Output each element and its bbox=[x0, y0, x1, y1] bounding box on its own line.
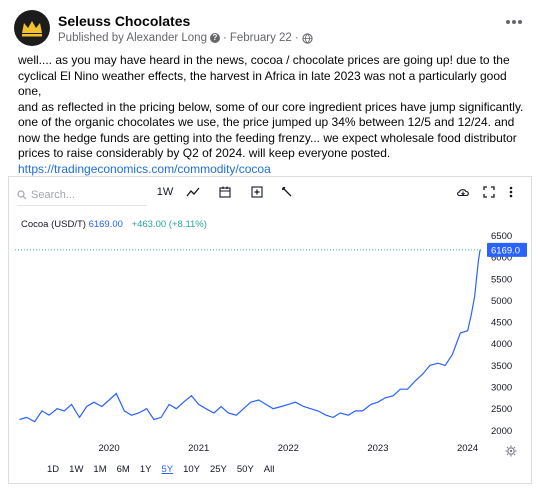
post-text-line: and as reflected in the pricing below, s… bbox=[18, 99, 524, 114]
fullscreen-icon bbox=[483, 186, 495, 198]
y-tick-label: 3000 bbox=[491, 383, 512, 394]
y-tick-label: 5500 bbox=[491, 274, 512, 285]
post-text-line: one of the organic chocolates we use, th… bbox=[18, 115, 515, 129]
post-header: Seleuss Chocolates Published by Alexande… bbox=[14, 10, 526, 50]
search-placeholder: Search... bbox=[31, 189, 76, 201]
range-button-50y[interactable]: 50Y bbox=[236, 464, 254, 475]
crown-logo-icon bbox=[22, 21, 42, 37]
range-button-1y[interactable]: 1Y bbox=[139, 464, 152, 475]
legend-change: +463.00 (+8.11%) bbox=[131, 219, 207, 230]
x-tick-label: 2020 bbox=[99, 443, 120, 454]
x-tick-label: 2021 bbox=[188, 443, 209, 454]
wrench-icon bbox=[282, 186, 292, 197]
cloud-download-icon bbox=[457, 189, 469, 197]
post-date[interactable]: February 22 bbox=[229, 32, 292, 44]
range-button-5y[interactable]: 5Y bbox=[161, 464, 174, 475]
y-tick-label: 4000 bbox=[491, 339, 512, 350]
range-button-6m[interactable]: 6M bbox=[116, 464, 130, 475]
search-icon bbox=[17, 190, 27, 200]
post-text-line: well.... as you may have heard in the ne… bbox=[18, 53, 510, 67]
x-tick-label: 2022 bbox=[278, 443, 299, 454]
y-tick-label: 6000 bbox=[491, 253, 512, 264]
range-button-1w[interactable]: 1W bbox=[69, 464, 84, 475]
date-range-button[interactable] bbox=[217, 186, 233, 202]
globe-icon bbox=[302, 32, 313, 44]
post-text-line: now the hedge funds are getting into the… bbox=[18, 130, 517, 145]
y-tick-label: 3500 bbox=[491, 361, 512, 372]
published-by[interactable]: Published by Alexander Long bbox=[58, 32, 207, 44]
info-icon[interactable]: ? bbox=[209, 33, 220, 43]
y-tick-label: 2500 bbox=[491, 404, 512, 415]
compare-button[interactable] bbox=[249, 186, 265, 202]
post-text-line: cyclical El Nino weather effects, the ha… bbox=[18, 68, 507, 99]
last-price-badge bbox=[487, 242, 527, 257]
price-chart[interactable]: 2000 2500 3000 3500 4000 4500 5000 5500 6000 6500… bbox=[9, 211, 531, 461]
y-tick-label: 5000 bbox=[491, 296, 512, 307]
last-price-label: 6169.0 bbox=[491, 245, 520, 256]
post-text-line: prices to raise considerably by Q2 of 20… bbox=[18, 146, 391, 160]
interval-button[interactable]: 1W bbox=[156, 186, 174, 198]
separator: · bbox=[294, 32, 299, 44]
download-button[interactable] bbox=[455, 186, 471, 202]
ellipsis-icon bbox=[506, 20, 522, 24]
range-selector: 1D 1W 1M 6M 1Y 5Y 10Y 25Y 50Y All bbox=[47, 464, 284, 478]
line-chart-icon bbox=[186, 187, 200, 197]
gear-icon[interactable] bbox=[505, 445, 517, 457]
legend-symbol: Cocoa (USD/T) bbox=[21, 219, 86, 230]
range-button-10y[interactable]: 10Y bbox=[183, 464, 200, 475]
x-tick-label: 2024 bbox=[457, 443, 478, 454]
symbol-search[interactable]: Search... bbox=[17, 185, 147, 206]
separator: · bbox=[222, 32, 227, 44]
post-link[interactable]: https://tradingeconomics.com/commodity/c… bbox=[18, 161, 271, 176]
settings-wrench-button[interactable] bbox=[279, 186, 295, 202]
range-button-25y[interactable]: 25Y bbox=[209, 464, 227, 475]
y-tick-label: 2000 bbox=[491, 426, 512, 437]
range-button-1d[interactable]: 1D bbox=[47, 464, 60, 475]
post-options-button[interactable] bbox=[502, 12, 526, 32]
fullscreen-button[interactable] bbox=[481, 186, 497, 202]
chart-legend: Cocoa (USD/T) 6169.00 +463.00 (+8.11%) bbox=[21, 219, 207, 230]
chart-widget: Search... 1W bbox=[8, 176, 532, 484]
x-tick-label: 2023 bbox=[367, 443, 388, 454]
vertical-ellipsis-icon bbox=[509, 186, 513, 198]
range-button-1m[interactable]: 1M bbox=[93, 464, 107, 475]
post-meta: Published by Alexander Long ? · February… bbox=[58, 32, 313, 44]
post-text: well.... as you may have heard in the ne… bbox=[18, 53, 526, 177]
chart-toolbar: Search... 1W bbox=[9, 177, 531, 211]
page-avatar[interactable] bbox=[14, 10, 50, 46]
chart-menu-button[interactable] bbox=[505, 186, 517, 202]
page-name[interactable]: Seleuss Chocolates bbox=[58, 13, 191, 29]
legend-last-price: 6169.00 bbox=[88, 219, 123, 230]
series-line-cocoa bbox=[19, 249, 481, 423]
chart-type-button[interactable] bbox=[185, 186, 201, 202]
calendar-icon bbox=[219, 186, 231, 198]
y-tick-label: 4500 bbox=[491, 318, 512, 329]
y-tick-label: 6500 bbox=[491, 231, 512, 242]
add-compare-icon bbox=[251, 186, 263, 198]
range-button-all[interactable]: All bbox=[263, 464, 275, 475]
